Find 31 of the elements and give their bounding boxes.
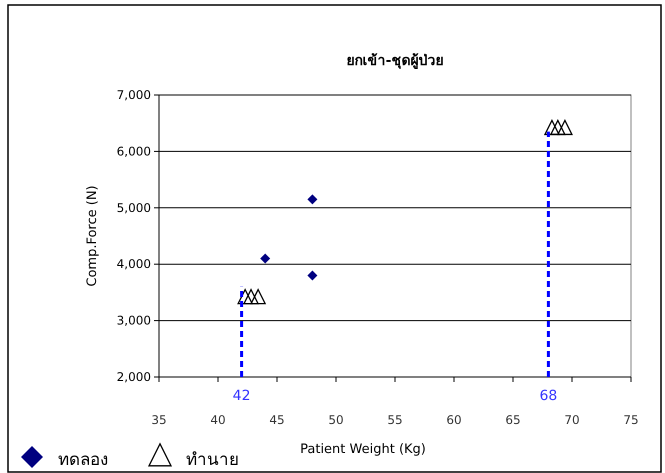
x-tick-label: 50: [328, 413, 344, 427]
y-tick-label: 6,000: [116, 144, 151, 158]
point: [250, 288, 266, 304]
legend-label: ทำนาย: [186, 450, 239, 470]
x-tick-label: 60: [446, 413, 462, 427]
point: [544, 120, 560, 136]
y-tick-label: 7,000: [116, 88, 151, 102]
point: [307, 194, 318, 204]
x-tick-label: 65: [505, 413, 521, 427]
x-tick-label: 45: [269, 413, 285, 427]
chart-title: ยกเข้า-ชุดผู้ป่วย: [346, 53, 444, 69]
x-tick-label: 70: [564, 413, 580, 427]
x-tick-label: 40: [210, 413, 226, 427]
point: [243, 288, 259, 304]
y-tick-label: 4,000: [116, 257, 151, 272]
y-axis-title: Comp.Force (N): [85, 185, 100, 287]
y-tick-label: 2,000: [116, 370, 151, 384]
point: [237, 288, 253, 304]
point: [557, 120, 573, 136]
point: [550, 120, 566, 136]
annotation: 68: [539, 388, 558, 404]
x-tick-label: 75: [623, 413, 639, 427]
x-tick-label: 35: [151, 413, 167, 427]
annotation: 42: [232, 388, 251, 404]
legend-label: ทดลอง: [58, 450, 108, 470]
x-tick-label: 55: [387, 413, 403, 427]
y-tick-label: 5,000: [116, 200, 151, 215]
point: [260, 254, 270, 264]
y-tick-label: 3,000: [116, 314, 151, 328]
point: [307, 270, 318, 280]
x-axis-title: Patient Weight (Kg): [300, 442, 426, 457]
